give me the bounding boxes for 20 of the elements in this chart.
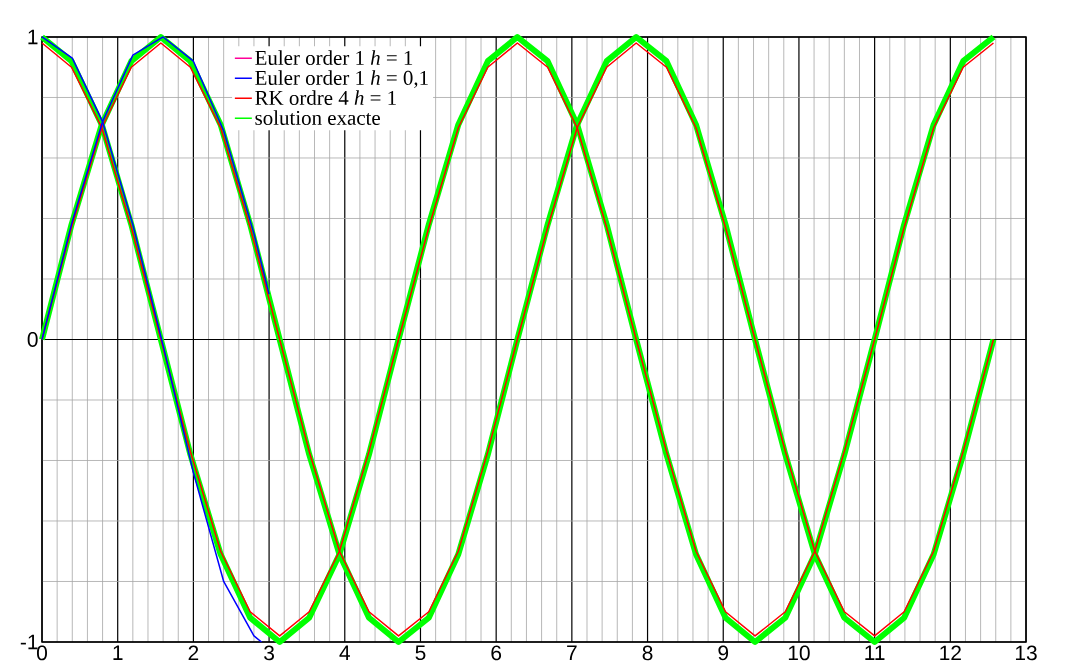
x-tick-label: 11 <box>865 645 885 660</box>
x-tick-label: 6 <box>491 645 502 661</box>
x-tick-label: 9 <box>718 645 729 661</box>
y-tick-label: 1 <box>28 29 38 45</box>
x-tick-label: 5 <box>415 645 426 661</box>
y-tick-label: -1 <box>20 634 38 650</box>
legend-label: solution exacte <box>255 110 380 125</box>
x-tick-label: 10 <box>788 645 810 661</box>
legend-label: RK ordre 4 h = 1 <box>255 90 396 105</box>
x-tick-label: 8 <box>642 645 653 661</box>
y-tick-label: 0 <box>27 332 38 347</box>
x-tick-label: 3 <box>264 645 274 661</box>
x-tick-label: 7 <box>567 645 577 660</box>
x-tick-label: 1 <box>113 645 123 660</box>
x-tick-label: 4 <box>339 645 350 660</box>
x-tick-label: 12 <box>940 645 961 661</box>
legend-label: Euler order 1 h = 0,1 <box>255 70 428 88</box>
legend-label: Euler order 1 h = 1 <box>255 50 413 65</box>
x-tick-label: 13 <box>1015 645 1037 661</box>
x-tick-label: 2 <box>188 645 199 661</box>
